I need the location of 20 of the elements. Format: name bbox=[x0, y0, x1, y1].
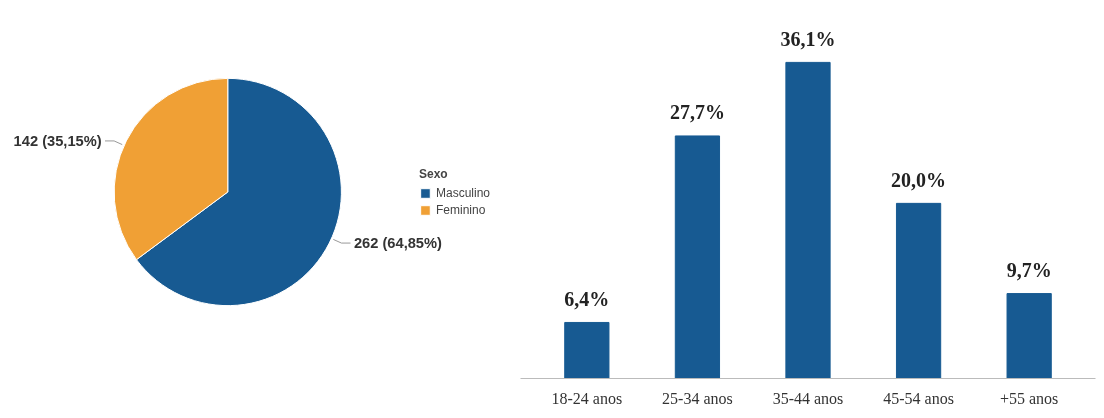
data-label: 27,7% bbox=[669, 101, 725, 124]
bar bbox=[564, 321, 610, 379]
bar bbox=[674, 135, 721, 379]
x-tick-label: 18-24 anos bbox=[551, 389, 623, 407]
data-label: 9,7% bbox=[1006, 258, 1052, 281]
data-label: 36,1% bbox=[780, 27, 836, 50]
bar bbox=[895, 202, 942, 379]
x-tick-label: 45-54 anos bbox=[883, 389, 954, 407]
bar bbox=[785, 61, 831, 379]
x-tick-label: 35-44 anos bbox=[772, 389, 844, 407]
x-tick-label: +55 anos bbox=[999, 389, 1059, 407]
data-label: 6,4% bbox=[564, 287, 610, 310]
data-label: 20,0% bbox=[891, 168, 947, 191]
legend-label: Feminino bbox=[435, 202, 486, 217]
bar bbox=[1006, 293, 1052, 379]
data-label: 262 (64,85%) bbox=[353, 235, 443, 252]
data-label: 142 (35,15%) bbox=[13, 132, 102, 149]
legend-title: Sexo bbox=[418, 166, 449, 181]
legend-label: Masculino bbox=[435, 185, 490, 200]
x-tick-label: 25-34 anos bbox=[662, 389, 733, 407]
